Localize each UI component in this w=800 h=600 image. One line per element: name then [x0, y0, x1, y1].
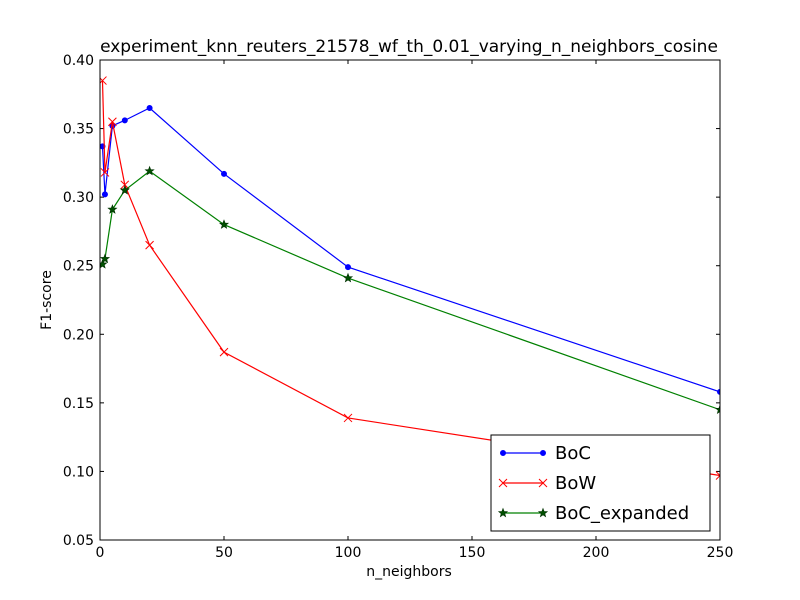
data-point-boc — [101, 191, 108, 198]
data-point-boc-expanded — [714, 404, 720, 415]
legend-label-boc: BoC — [555, 443, 591, 464]
y-tick-label: 0.25 — [63, 259, 94, 275]
y-tick-label: 0.35 — [63, 122, 94, 138]
y-tick-label: 0.15 — [63, 396, 94, 412]
data-point-bow — [120, 180, 130, 190]
data-point-boc — [717, 388, 720, 395]
legend: BoC BoW BoC_expanded — [490, 434, 711, 532]
legend-marker-boc-expanded — [537, 507, 549, 518]
x-tick-label: 150 — [459, 545, 486, 561]
data-point-boc-expanded — [100, 258, 108, 269]
x-tick-label: 250 — [707, 545, 734, 561]
y-tick-label: 0.10 — [63, 464, 94, 480]
series-boc-expanded — [100, 165, 720, 415]
series-line-bow — [101, 80, 720, 477]
y-tick-label: 0.05 — [63, 533, 94, 549]
y-axis-title: F1-score — [39, 270, 55, 330]
legend-entry-bow: BoW — [498, 473, 596, 494]
data-point-boc-expanded — [107, 204, 118, 214]
series-line-boc-expanded — [101, 170, 720, 411]
data-point-boc — [221, 170, 227, 177]
data-point-boc-expanded — [342, 272, 354, 283]
chart-title: experiment_knn_reuters_21578_wf_th_0.01_… — [100, 37, 718, 57]
data-point-boc — [345, 264, 351, 271]
data-point-bow — [100, 168, 110, 177]
x-axis-title: n_neighbors — [366, 564, 452, 580]
data-point-bow — [145, 240, 154, 250]
legend-entry-boc: BoC — [500, 443, 591, 464]
series-bow — [100, 76, 720, 480]
data-point-boc-expanded — [144, 165, 155, 176]
legend-marker-bow — [538, 478, 548, 488]
legend-label-bow: BoW — [555, 473, 596, 494]
legend-marker-bow — [498, 478, 508, 488]
data-point-bow — [219, 347, 229, 357]
legend-entry-boc-expanded: BoC_expanded — [497, 503, 689, 524]
legend-marker-boc — [500, 450, 506, 456]
data-point-boc — [146, 105, 153, 111]
data-point-boc-expanded — [100, 253, 111, 264]
y-tick-label: 0.30 — [63, 190, 94, 206]
legend-marker-boc-expanded — [497, 507, 509, 518]
plot-frame — [99, 59, 721, 541]
legend-marker-boc — [540, 450, 546, 456]
data-point-bow — [343, 413, 353, 423]
y-tick-label: 0.40 — [63, 53, 94, 69]
plot-area: 0 50 100 150 200 250 0.05 0.10 0.15 0.20 0.25 0.30 0… — [63, 53, 734, 561]
x-tick-label: 0 — [96, 545, 105, 561]
x-tick-label: 200 — [583, 545, 610, 561]
x-tick-label: 50 — [215, 545, 233, 561]
data-point-boc-expanded — [119, 184, 130, 195]
data-point-bow — [100, 76, 107, 85]
legend-label-boc-expanded: BoC_expanded — [555, 503, 689, 524]
data-point-bow — [108, 117, 117, 127]
series-line-boc — [101, 107, 720, 393]
data-point-boc — [121, 117, 128, 124]
y-tick-label: 0.20 — [63, 327, 94, 343]
data-point-bow — [715, 471, 720, 480]
x-tick-label: 100 — [335, 545, 362, 561]
data-point-boc-expanded — [218, 219, 230, 229]
